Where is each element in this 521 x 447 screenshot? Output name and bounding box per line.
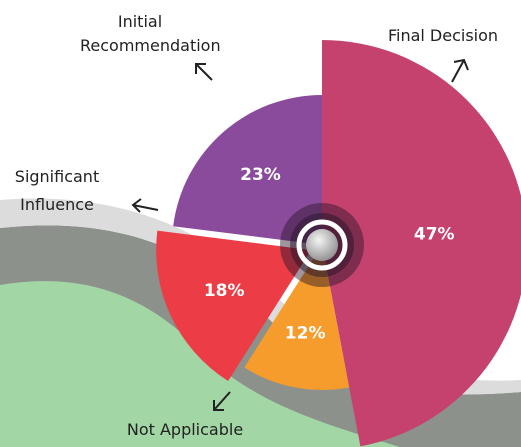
legend-label: Initial Recommendation — [80, 10, 200, 58]
value-label: 18% — [204, 281, 245, 301]
arrow — [133, 199, 158, 212]
value-label: 12% — [285, 323, 326, 343]
arrow — [452, 60, 468, 82]
arrow — [196, 64, 212, 80]
page: {"chart_data": {"type": "pie", "categori… — [0, 0, 521, 447]
value-label: 23% — [240, 165, 281, 185]
legend-label: Significant Influence — [2, 163, 112, 219]
chart: 47% 12% 18% 23% — [0, 0, 521, 447]
legend-label: Final Decision — [368, 26, 518, 46]
legend-label: Not Applicable — [110, 420, 260, 440]
value-label: 47% — [414, 224, 455, 244]
center-knob — [306, 229, 338, 261]
